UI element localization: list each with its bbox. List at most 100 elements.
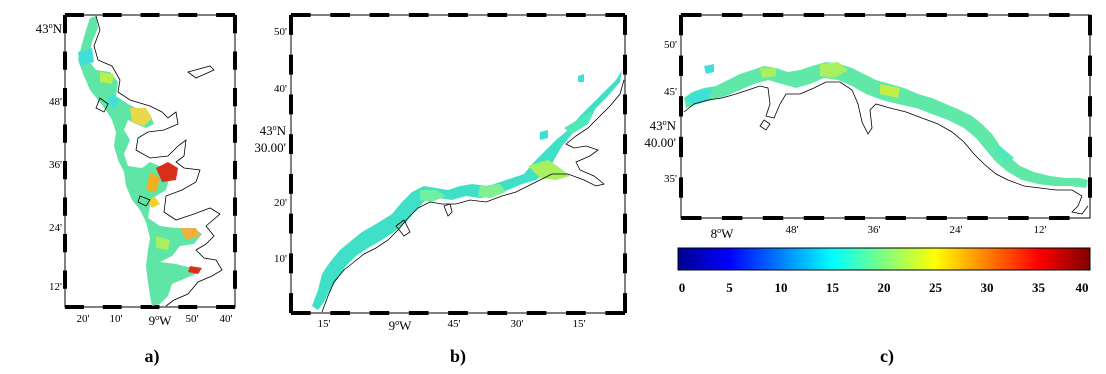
frame-dash [289, 213, 293, 234]
frame-dash [233, 124, 237, 143]
frame-dash [289, 54, 293, 75]
svg-text:43oN: 43oN [650, 118, 677, 133]
frame-dash [526, 311, 547, 315]
panel-a-coastline [93, 15, 223, 307]
frame-dash [63, 270, 67, 289]
panel-a-lon-tick: 20' [77, 313, 90, 325]
panel-c-lat-tick: 50' [664, 39, 677, 51]
frame-dash [1088, 55, 1092, 76]
frame-dash [623, 54, 627, 75]
panel-c-lon-tick: 36' [868, 224, 881, 236]
panel-c-lat-tick: 35' [664, 173, 677, 185]
frame-dash [216, 13, 235, 17]
frame-dash [289, 253, 293, 274]
frame-dash [289, 293, 293, 313]
frame-dash [65, 305, 84, 309]
panel-b-lat-tick: 10' [274, 253, 287, 265]
frame-dash [291, 13, 311, 17]
frame-dash [803, 216, 825, 220]
frame-dash [1088, 96, 1092, 117]
frame-dash [178, 13, 198, 17]
frame-dash [623, 253, 627, 274]
frame-dash [233, 197, 237, 216]
frame-dash [605, 311, 625, 315]
panel-a-lon-tick: 10' [110, 313, 123, 325]
frame-dash [926, 13, 947, 17]
frame-dash [63, 161, 67, 180]
panel-b: 50' 40' 43oN 30.00' 20' 10' 15' 9oW 45' … [254, 13, 627, 367]
frame-dash [679, 55, 683, 76]
frame-dash [233, 88, 237, 107]
panel-b-lon-main: 9oW [389, 318, 413, 333]
svg-text:9oW: 9oW [389, 318, 413, 333]
panel-b-lat-tick: 40' [274, 83, 287, 95]
panel-c-frame-dashes [679, 13, 1092, 220]
panel-c-sst-field [684, 62, 1088, 188]
colorbar-tick-label: 5 [726, 280, 733, 295]
frame-dash [623, 15, 627, 35]
frame-dash [623, 134, 627, 155]
frame-dash [623, 94, 627, 115]
frame-dash [721, 13, 743, 17]
frame-dash [1049, 216, 1070, 220]
frame-dash [679, 177, 683, 198]
frame-dash [63, 197, 67, 216]
svg-text:43oN: 43oN [36, 21, 63, 36]
panel-a-sst-field [78, 16, 202, 306]
panel-b-label: b) [450, 346, 466, 367]
panel-b-lon-tick: 15' [318, 318, 331, 330]
frame-dash [1008, 13, 1029, 17]
colorbar-tick-label: 15 [826, 280, 840, 295]
panel-c-lon-tick: 12' [1034, 224, 1047, 236]
panel-c: 50' 45' 43oN 40.00' 35' 8oW 48' 36' 24' … [644, 13, 1092, 367]
frame-dash [885, 216, 906, 220]
svg-text:30.00': 30.00' [254, 140, 286, 155]
panel-a-lat-tick: 48' [49, 96, 62, 108]
panel-b-lat-tick: 20' [274, 197, 287, 209]
frame-dash [289, 134, 293, 155]
frame-dash [605, 13, 625, 17]
frame-dash [140, 305, 160, 309]
frame-dash [487, 13, 508, 17]
colorbar-tick-label: 20 [878, 280, 891, 295]
frame-dash [526, 13, 547, 17]
frame-dash [487, 311, 508, 315]
panel-a-label: a) [145, 346, 160, 367]
frame-dash [926, 216, 947, 220]
frame-dash [844, 216, 866, 220]
frame-dash [291, 311, 311, 315]
panel-a-lat-tick: 24' [49, 222, 62, 234]
frame-dash [679, 15, 683, 36]
frame-dash [679, 96, 683, 117]
frame-dash [233, 270, 237, 289]
panel-c-lat-tick: 45' [664, 86, 677, 98]
panel-a-frame-dashes [63, 13, 237, 309]
frame-dash [178, 305, 198, 309]
frame-dash [448, 311, 468, 315]
frame-dash [289, 15, 293, 35]
frame-dash [233, 161, 237, 180]
colorbar-tick-label: 30 [981, 280, 994, 295]
panel-b-lon-tick: 30' [511, 318, 524, 330]
frame-dash [623, 293, 627, 313]
colorbar-ticks: 0 5 10 15 20 25 30 35 40 [679, 280, 1089, 295]
frame-dash [844, 13, 866, 17]
frame-dash [330, 13, 350, 17]
panel-b-frame-dashes [289, 13, 627, 315]
panel-b-sst-field [312, 70, 622, 310]
svg-text:40.00': 40.00' [644, 135, 676, 150]
frame-dash [330, 311, 350, 315]
panel-c-coastline [683, 81, 1089, 215]
colorbar [677, 247, 1091, 271]
colorbar-tick-label: 10 [775, 280, 788, 295]
frame-dash [1088, 15, 1092, 36]
frame-dash [967, 216, 988, 220]
frame-dash [65, 13, 84, 17]
frame-dash [216, 305, 235, 309]
colorbar-tick-label: 35 [1032, 280, 1046, 295]
frame-dash [408, 13, 429, 17]
frame-dash [408, 311, 429, 315]
colorbar-tick-label: 0 [679, 280, 686, 295]
panel-a-lon-tick: 50' [186, 313, 199, 325]
frame-dash [762, 216, 784, 220]
